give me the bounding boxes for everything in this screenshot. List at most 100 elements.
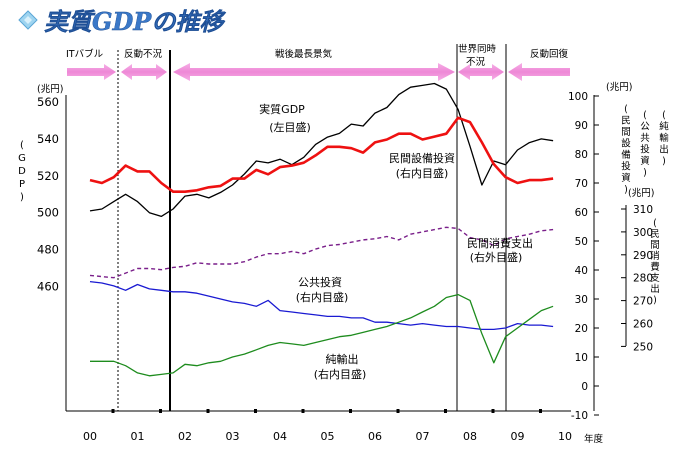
x-tick-label: 06 (368, 430, 382, 443)
period-arrows (67, 63, 570, 81)
arrow-it-bubble (67, 64, 116, 80)
x-tick-label: 01 (131, 430, 145, 443)
x-tick-label: 03 (226, 430, 240, 443)
right-inner-axis-label-char: 備 (621, 149, 631, 161)
right-outer-axis-label-char: 消 (650, 250, 660, 262)
right-outer-axis-label-char: 支 (650, 272, 660, 284)
series-line-民間設備投資 (89, 116, 554, 193)
right-inner-axis-label-char: 共 (640, 133, 650, 144)
right-outer-axis-label-char: 費 (650, 261, 660, 273)
right-inner-tick-label: 80 (575, 149, 588, 161)
left-axis-label: ( GDP) (18, 140, 26, 203)
x-tick-label: 10 (558, 430, 572, 443)
x-tick-marker (444, 409, 447, 413)
x-tick-marker (206, 409, 210, 413)
x-tick-label: 08 (463, 430, 477, 443)
left-axis-label-char: G (18, 153, 26, 164)
right-inner-tick-label: 20 (575, 323, 588, 335)
period-label-global-recession-1: 世界同時 (458, 43, 497, 55)
left-axis-ticks: 460 480 500 520 540 560 (37, 95, 59, 294)
left-axis-label-char: D (18, 166, 26, 177)
period-label-rebound-recovery: 反動回復 (530, 48, 569, 60)
period-label-it-bubble: ITバブル (66, 48, 104, 60)
arrow-rebound-recovery (508, 63, 570, 81)
right-inner-axis-labels: (民間設備投資)(公共投資)(純輸出) (621, 104, 669, 196)
arrow-global-recession (458, 64, 504, 80)
series-annotation-民間設備投資: (右内目盛) (396, 166, 449, 180)
series-annotation-公共投資: 公共投資 (298, 275, 342, 289)
series-annotations: 実質GDP(左目盛)民間設備投資(右内目盛)民間消費支出(右外目盛)公共投資(右… (259, 102, 533, 381)
right-inner-axis-unit: (兆円) (606, 82, 632, 93)
x-tick-label: 00 (83, 430, 97, 443)
right-inner-tick-label: 30 (575, 294, 588, 306)
right-inner-axis-label-char: 設 (621, 138, 631, 150)
x-tick-marker (491, 409, 495, 413)
left-tick-label: 540 (37, 132, 59, 146)
x-tick-label: 05 (321, 430, 335, 443)
right-inner-axis-label-char: 出 (659, 144, 669, 156)
right-inner-axis-label-char: ) (643, 168, 647, 179)
left-axis-unit: (兆円) (37, 84, 63, 95)
left-axis-label-char: P (19, 179, 25, 190)
series-annotation-公共投資: (右内目盛) (296, 290, 349, 304)
left-axis-label-char: ( (20, 140, 24, 151)
x-tick-marker (396, 409, 400, 413)
right-outer-tick-label: 270 (633, 296, 653, 308)
right-inner-axis-ticks: -10 0 10 20 30 40 50 60 70 80 90 100 (568, 91, 599, 422)
chart-title: 実質GDPの推移 (44, 7, 226, 36)
right-inner-tick-label: 60 (575, 207, 588, 219)
series-annotation-純輸出: 純輸出 (326, 352, 359, 366)
arrow-postwar-expansion (173, 63, 455, 81)
series-annotation-民間設備投資: 民間設備投資 (389, 151, 455, 165)
right-outer-tick-label: 310 (633, 204, 653, 216)
right-outer-axis-label: (民間消費支出) (650, 218, 660, 306)
right-inner-axis-label-char: ( (624, 104, 628, 115)
period-label-postwar-expansion: 戦後最長景気 (275, 48, 333, 60)
series-line-実質GDP (89, 82, 554, 218)
left-axis-label-char: ) (20, 192, 24, 203)
right-inner-tick-label: -10 (571, 410, 588, 422)
right-outer-axis-label-char: 間 (650, 240, 660, 251)
left-tick-label: 520 (37, 169, 59, 183)
right-outer-tick-label: 260 (633, 319, 653, 331)
series-annotation-民間消費支出: (右外目盛) (470, 250, 523, 264)
x-tick-marker (254, 409, 257, 413)
right-outer-tick-label: 300 (633, 227, 653, 239)
series-line-純輸出 (90, 293, 554, 377)
right-inner-tick-label: 100 (568, 91, 588, 103)
right-outer-axis-unit: (兆円) (628, 188, 654, 199)
x-axis-unit: 年度 (584, 433, 604, 445)
series-annotation-実質GDP: 実質GDP (259, 102, 305, 116)
right-outer-tick-label: 250 (633, 341, 653, 353)
right-inner-axis-label-char: 資 (621, 172, 631, 184)
left-tick-label: 500 (37, 206, 59, 220)
right-outer-tick-label: 290 (633, 250, 653, 262)
right-outer-axis-label-char: 出 (650, 283, 660, 295)
right-outer-tick-label: 280 (633, 273, 653, 285)
left-tick-label: 480 (37, 243, 59, 257)
right-inner-tick-label: 70 (575, 178, 588, 190)
x-tick-label: 04 (273, 430, 287, 443)
left-tick-label: 460 (37, 280, 59, 294)
right-outer-axis-label-char: ) (653, 295, 657, 306)
right-inner-axis-label-char: 輸 (659, 132, 669, 144)
series-line-民間消費支出 (89, 226, 554, 279)
right-inner-axis-label-char: ) (662, 156, 666, 167)
right-inner-axis-label-char: 間 (621, 127, 631, 138)
right-inner-axis-label-char: 公 (640, 122, 650, 133)
x-tick-marker (349, 409, 352, 413)
title-diamond-icon (18, 10, 38, 30)
x-tick-label: 02 (178, 430, 192, 443)
right-inner-axis-label-char: 民 (621, 116, 631, 127)
series-layer (89, 82, 554, 377)
right-inner-tick-label: 10 (575, 352, 588, 364)
series-line-公共投資 (89, 280, 554, 331)
right-inner-tick-label: 50 (575, 236, 588, 248)
right-inner-axis-label-char: 純 (659, 121, 669, 133)
right-inner-axis-label-char: 投 (640, 144, 650, 156)
x-tick-marker (539, 409, 542, 413)
right-inner-axis-label-char: ) (624, 185, 628, 196)
period-label-global-recession-2: 不況 (466, 57, 486, 68)
x-tick-marker (111, 409, 115, 413)
